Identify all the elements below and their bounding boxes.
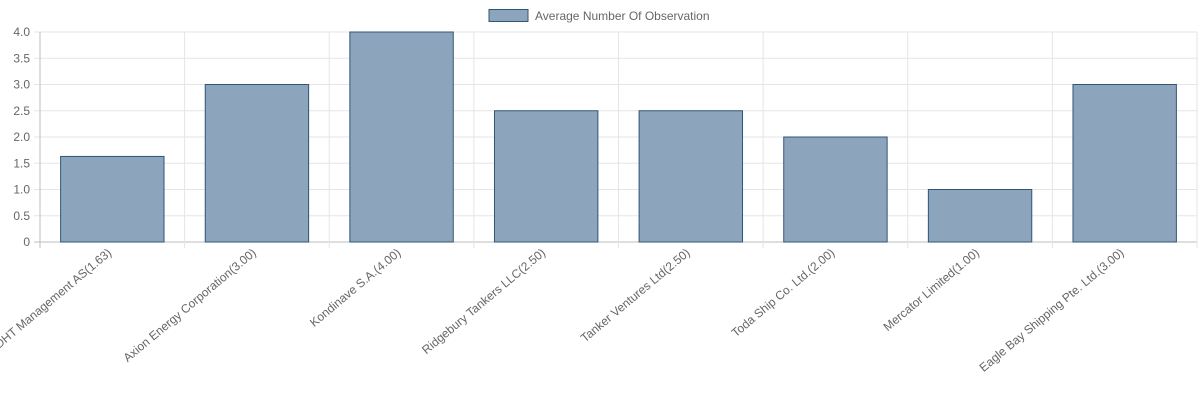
y-tick-label: 3.0 [13,78,30,92]
x-tick-label: Tanker Ventures Ltd(2.50) [578,246,693,345]
y-tick-label: 2.0 [13,130,30,144]
bar[interactable] [204,84,310,243]
y-axis-ticks: 0 0.5 1.0 1.5 2.0 2.5 3.0 3.5 4.0 [13,25,30,249]
bar[interactable] [783,136,888,243]
legend-swatch [488,9,529,22]
x-axis-ticks: DHT Management AS(1.63) Axion Energy Corp… [0,246,1127,375]
legend-label: Average Number Of Observation [535,9,710,23]
x-tick-label: Kondinave S.A.(4.00) [307,246,403,330]
bar[interactable] [638,110,744,243]
y-tick-label: 2.5 [13,104,30,118]
bar[interactable] [493,110,599,243]
y-tick-label: 4.0 [13,25,30,39]
x-tick-label: Axion Energy Corporation(3.00) [121,246,259,365]
y-tick-label: 3.5 [13,51,30,65]
y-tick-label: 0 [23,235,30,249]
y-tick-label: 1.0 [13,183,30,197]
bar[interactable] [1072,84,1177,243]
y-tick-label: 0.5 [13,209,30,223]
x-tick-label: Mercator Limited(1.00) [881,246,982,334]
bar[interactable] [60,155,165,243]
x-tick-label: Ridgebury Tankers LLC(2.50) [419,246,548,357]
bar[interactable] [927,189,1033,243]
bar[interactable] [349,31,454,243]
x-tick-label: Eagle Bay Shipping Pte. Ltd.(3.00) [977,246,1127,375]
x-tick-label: DHT Management AS(1.63) [0,246,114,352]
bars [60,31,1177,243]
legend[interactable]: Average Number Of Observation [488,9,710,23]
y-tick-label: 1.5 [13,156,30,170]
x-tick-label: Toda Ship Co. Ltd.(2.00) [729,246,838,340]
